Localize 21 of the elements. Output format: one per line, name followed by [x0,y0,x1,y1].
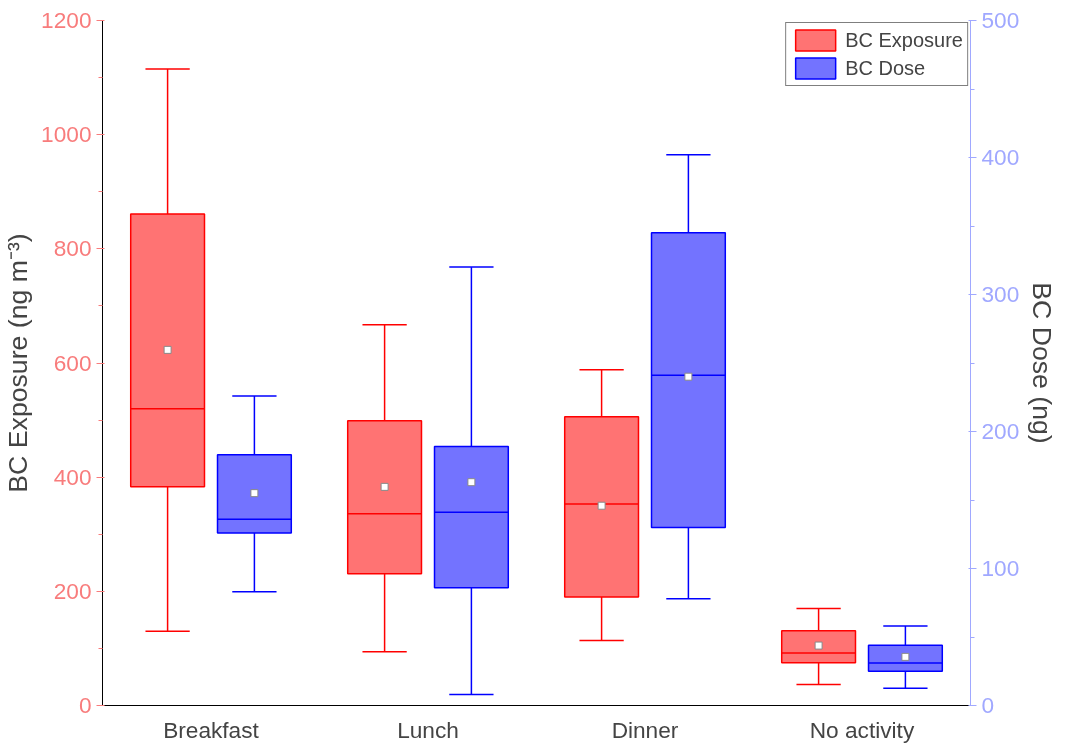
y-axis-title: BC Exposure (ng m⁻³) [3,233,34,493]
y2-tick-label: 300 [981,281,1020,307]
y2-tick-label: 100 [981,555,1020,581]
x-tick-label: Dinner [611,716,679,743]
legend-label: BC Exposure [845,28,963,52]
y-tick-label: 600 [53,349,92,376]
y2-tick-label: 0 [981,692,995,718]
y2-tick-label: 400 [981,144,1020,170]
y-tick-label: 400 [53,463,92,490]
y-tick-label: 1000 [41,121,92,148]
y-tick-label: 800 [53,235,92,262]
y-tick-label: 0 [78,692,92,718]
y2-tick-label: 200 [981,418,1020,444]
y-tick-label: 1200 [41,7,92,33]
x-tick-label: Lunch [397,716,459,743]
x-tick-label: Breakfast [163,716,260,743]
y2-axis-title: BC Dose (ng) [1027,282,1058,444]
legend-label: BC Dose [845,56,926,80]
y-tick-label: 200 [53,577,92,604]
x-tick-label: No activity [809,716,915,743]
y2-tick-label: 500 [981,7,1020,33]
